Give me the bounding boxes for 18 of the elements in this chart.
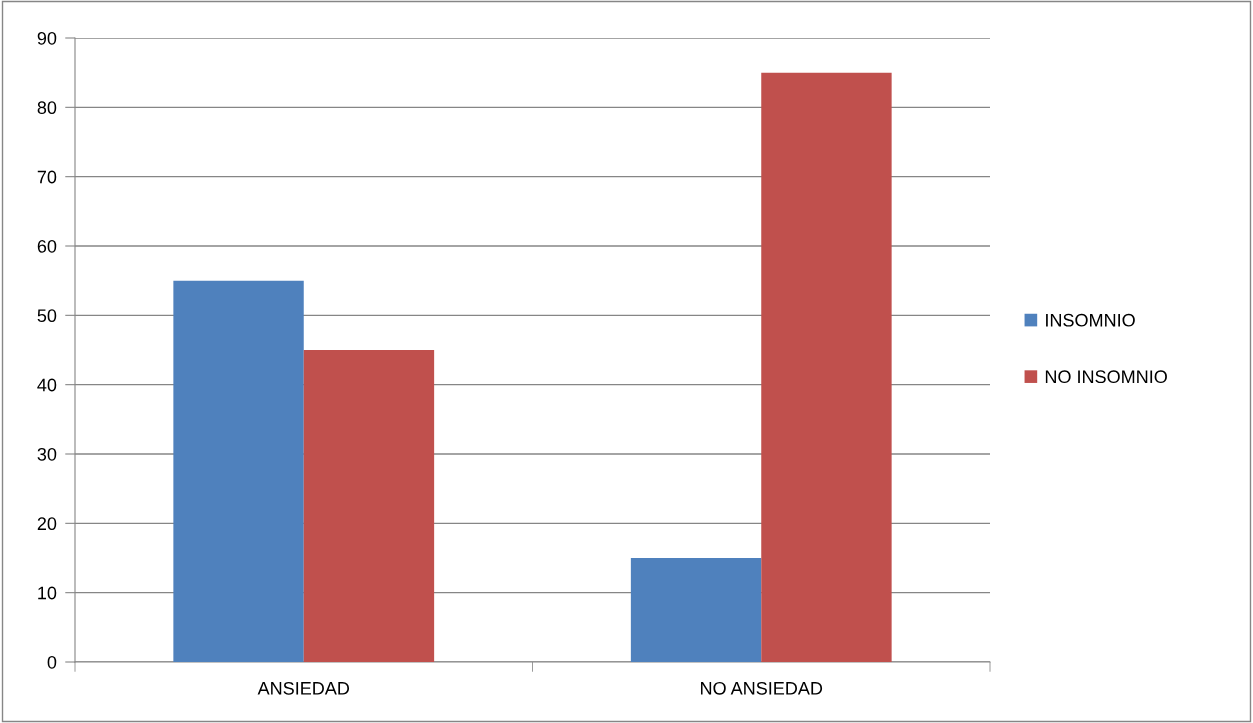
bar <box>303 350 435 662</box>
y-tick-label: 0 <box>47 655 57 669</box>
y-tick-label: 10 <box>38 586 57 600</box>
y-tick-label: 20 <box>37 517 57 531</box>
y-tick-label: 80 <box>37 101 57 115</box>
x-tick-label: NO ANSIEDAD <box>701 681 823 695</box>
x-tick-label: ANSIEDAD <box>257 681 350 695</box>
y-tick-label: 90 <box>37 31 57 45</box>
y-tick-label: 70 <box>37 170 57 184</box>
y-tick-label: 60 <box>37 239 57 253</box>
bar <box>761 72 892 662</box>
legend-label: NO INSOMNIO <box>1045 370 1167 384</box>
y-tick-label: 30 <box>37 447 57 461</box>
bar <box>630 558 762 662</box>
legend-label: INSOMNIO <box>1046 313 1135 327</box>
y-tick-label: 40 <box>37 378 57 392</box>
y-tick-label: 50 <box>37 309 57 323</box>
bar <box>173 280 304 662</box>
